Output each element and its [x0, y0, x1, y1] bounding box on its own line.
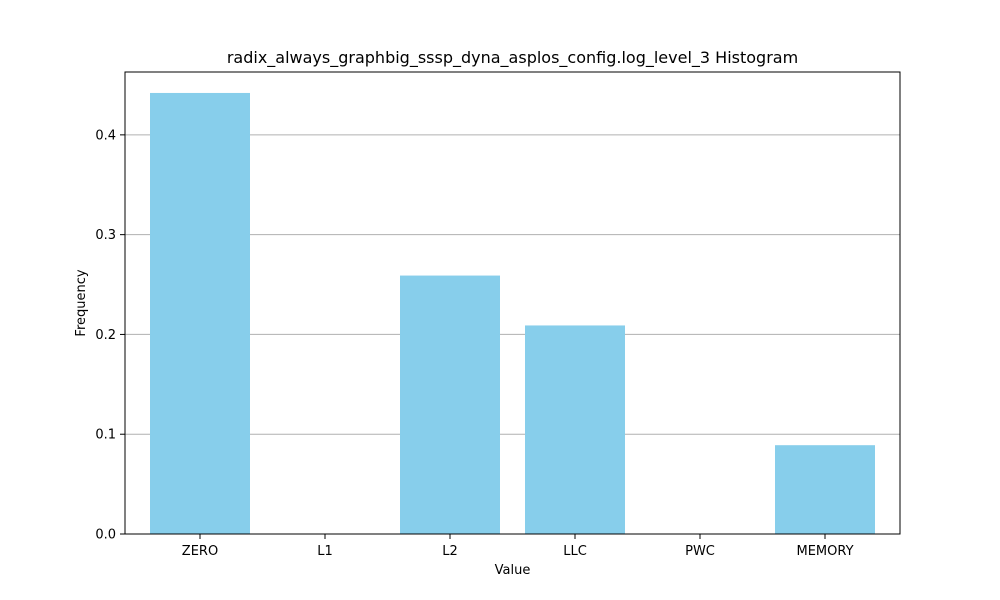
- bars: [150, 92, 875, 534]
- y-tick-label: 0.2: [95, 328, 116, 343]
- x-tick-label: PWC: [685, 544, 715, 559]
- bar-memory: [775, 445, 875, 534]
- x-axis-ticks: ZERO L1 L2 LLC PWC MEMORY: [182, 534, 854, 559]
- y-tick-label: 0.3: [95, 228, 116, 243]
- y-tick-label: 0.4: [95, 128, 116, 143]
- y-tick-label: 0.0: [95, 528, 116, 543]
- x-tick-label: L1: [317, 544, 333, 559]
- y-axis-ticks: 0.0 0.1 0.2 0.3 0.4: [95, 128, 125, 543]
- x-axis-label: Value: [495, 563, 531, 578]
- x-tick-label: L2: [442, 544, 458, 559]
- plot-frame: [124, 71, 901, 535]
- y-tick-label: 0.1: [95, 428, 116, 443]
- gridlines: [125, 134, 900, 435]
- x-tick-label: LLC: [563, 544, 587, 559]
- x-tick-label: ZERO: [182, 544, 218, 559]
- x-tick-label: MEMORY: [796, 544, 853, 559]
- bar-zero: [150, 92, 250, 534]
- bar-llc: [525, 325, 625, 534]
- y-axis-label: Frequency: [74, 269, 89, 336]
- bar-l2: [400, 275, 500, 534]
- chart-title: radix_always_graphbig_sssp_dyna_asplos_c…: [227, 48, 798, 68]
